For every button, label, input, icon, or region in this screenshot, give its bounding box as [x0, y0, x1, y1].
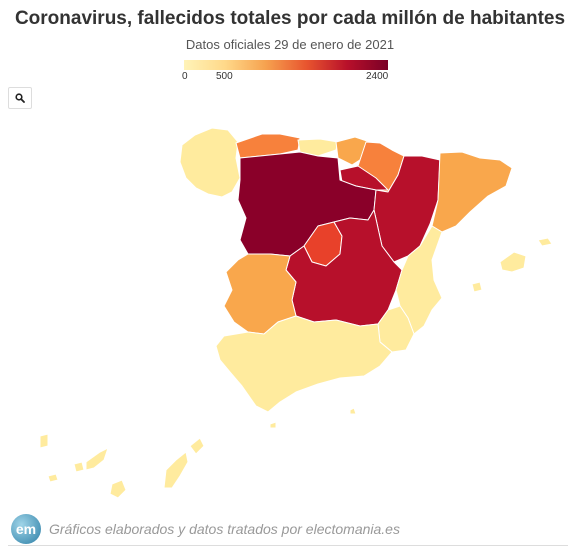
region-canarias-la-palma[interactable] [39, 433, 49, 449]
region-baleares[interactable] [499, 251, 527, 273]
region-canarias-tenerife[interactable] [85, 447, 109, 471]
region-cataluna[interactable] [431, 151, 513, 233]
region-ceuta[interactable] [269, 421, 277, 429]
region-melilla[interactable] [349, 407, 357, 415]
footer-divider [8, 545, 568, 546]
legend-min-label: 0 [182, 71, 188, 82]
zoom-button[interactable] [8, 87, 32, 109]
region-baleares-ibiza[interactable] [471, 281, 483, 293]
region-canarias-fuerteventura[interactable] [163, 451, 189, 489]
region-canarias-gomera[interactable] [73, 461, 85, 473]
legend-gradient-bar [184, 60, 388, 70]
region-baleares-menorca[interactable] [537, 237, 553, 247]
chart-subtitle: Datos oficiales 29 de enero de 2021 [185, 37, 395, 52]
legend-max-label: 2400 [366, 71, 389, 82]
search-icon [15, 93, 25, 103]
footer-credit: Gráficos elaborados y datos tratados por… [49, 521, 400, 537]
region-galicia[interactable] [179, 127, 241, 198]
region-canarias-hierro[interactable] [47, 473, 59, 483]
legend-mid-label: 500 [216, 71, 233, 82]
chart-title: Coronavirus, fallecidos totales por cada… [14, 8, 566, 29]
electomania-logo: em [11, 514, 41, 544]
region-canarias-gran-canaria[interactable] [109, 479, 127, 499]
color-legend: 0 500 2400 [182, 60, 389, 86]
footer: em Gráficos elaborados y datos tratados … [8, 512, 568, 546]
region-canarias-lanzarote[interactable] [189, 437, 205, 455]
region-andalucia[interactable] [215, 315, 393, 413]
